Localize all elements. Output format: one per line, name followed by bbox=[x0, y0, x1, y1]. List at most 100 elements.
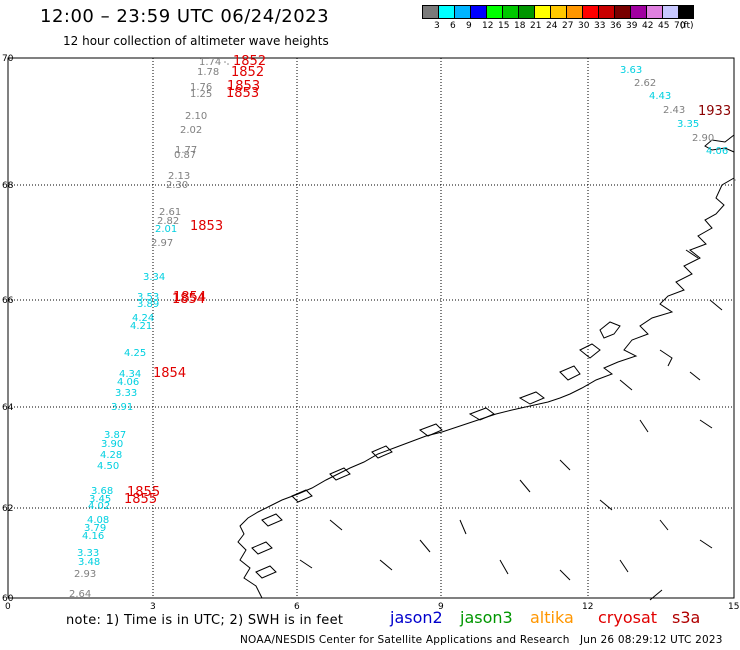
reading: 2.93 bbox=[74, 569, 96, 580]
color-legend bbox=[422, 5, 694, 19]
readings-gray: 1.74 1.78 1.76 1.25 2.10 2.02 1.77 0.87 … bbox=[69, 57, 714, 600]
reading: 4.21 bbox=[130, 321, 152, 332]
credit-text: NOAA/NESDIS Center for Satellite Applica… bbox=[240, 634, 570, 646]
x-tick-3: 3 bbox=[150, 602, 156, 612]
y-tick-66: 66 bbox=[2, 296, 14, 306]
legend-swatch bbox=[454, 5, 470, 19]
legend-label: 18 bbox=[514, 21, 526, 31]
legend-s3a: s3a bbox=[672, 608, 701, 627]
map-frame bbox=[7, 57, 735, 599]
time-label: 1852 bbox=[233, 54, 266, 69]
reading: 3.53 bbox=[137, 292, 159, 303]
norway-coastline bbox=[237, 134, 735, 601]
reading: 3.89 bbox=[137, 299, 159, 310]
reading: 3.87 bbox=[104, 430, 126, 441]
legend-swatch bbox=[678, 5, 694, 19]
reading: 1.77 bbox=[175, 145, 197, 156]
grid bbox=[8, 58, 734, 598]
reading: 2.13 bbox=[168, 171, 190, 182]
legend-swatch bbox=[518, 5, 534, 19]
reading: 2.10 bbox=[185, 111, 207, 122]
legend-swatch bbox=[598, 5, 614, 19]
legend-label: 21 bbox=[530, 21, 542, 31]
x-tick-12: 12 bbox=[582, 602, 593, 612]
legend-label: 42 bbox=[642, 21, 654, 31]
reading: 2.82 bbox=[157, 216, 179, 227]
time-label: 1853 bbox=[190, 219, 223, 234]
reading: 4.25 bbox=[124, 348, 146, 359]
x-tick-15: 15 bbox=[728, 602, 739, 612]
reading: 4.08 bbox=[87, 515, 109, 526]
y-tick-68: 68 bbox=[2, 181, 14, 191]
reading: 2.30 bbox=[166, 180, 188, 191]
legend-label: 12 bbox=[482, 21, 494, 31]
legend-label: 70 bbox=[674, 21, 686, 31]
legend-swatch bbox=[422, 5, 438, 19]
legend-swatch bbox=[614, 5, 630, 19]
legend-swatch bbox=[550, 5, 566, 19]
reading: 2.43 bbox=[663, 105, 685, 116]
reading: 3.91 bbox=[111, 402, 133, 413]
reading: 2.64 bbox=[69, 589, 91, 600]
legend-label: 36 bbox=[610, 21, 622, 31]
reading: 4.28 bbox=[100, 450, 122, 461]
time-label: 1855 bbox=[127, 485, 160, 500]
time-label: 1853 bbox=[227, 79, 260, 94]
y-tick-64: 64 bbox=[2, 403, 14, 413]
legend-jason3: jason3 bbox=[460, 608, 513, 627]
x-tick-6: 6 bbox=[294, 602, 300, 612]
reading: 1.76 bbox=[190, 82, 212, 93]
reading: 2.62 bbox=[634, 78, 656, 89]
track-dots bbox=[174, 61, 736, 303]
time-label: 1852 bbox=[231, 65, 264, 80]
readings-cyan: 2.01 3.34 3.53 3.89 4.24 4.21 4.25 4.34 … bbox=[77, 65, 728, 568]
reading: 4.24 bbox=[132, 313, 154, 324]
reading: 4.50 bbox=[97, 461, 119, 472]
x-tick-0: 0 bbox=[5, 602, 11, 612]
time-label: 1933 bbox=[698, 104, 731, 119]
legend-label: 39 bbox=[626, 21, 638, 31]
time-label: 1854 bbox=[153, 366, 186, 381]
reading: 2.97 bbox=[151, 238, 173, 249]
legend-swatch bbox=[630, 5, 646, 19]
reading: 2.90 bbox=[692, 133, 714, 144]
legend-label: 15 bbox=[498, 21, 510, 31]
legend-swatch bbox=[502, 5, 518, 19]
reading: 4.06 bbox=[117, 377, 139, 388]
legend-swatch bbox=[470, 5, 486, 19]
legend-swatch bbox=[582, 5, 598, 19]
reading: 1.74 bbox=[199, 57, 221, 68]
reading: 2.61 bbox=[159, 207, 181, 218]
legend-swatch bbox=[486, 5, 502, 19]
legend-swatch bbox=[662, 5, 678, 19]
time-label: 1853 bbox=[226, 86, 259, 101]
legend-swatch bbox=[646, 5, 662, 19]
reading: 3.90 bbox=[101, 439, 123, 450]
legend-jason2: jason2 bbox=[390, 608, 443, 627]
reading: 4.02 bbox=[88, 501, 110, 512]
axis-labels: 70 68 66 64 62 60 0 3 6 9 12 15 bbox=[2, 54, 739, 612]
x-tick-9: 9 bbox=[438, 602, 444, 612]
legend-altika: altika bbox=[530, 608, 574, 627]
times-darkred: 1933 bbox=[698, 104, 731, 119]
legend-label: 33 bbox=[594, 21, 606, 31]
legend-label: 3 bbox=[434, 21, 440, 31]
legend-label: 6 bbox=[450, 21, 456, 31]
reading: 3.68 bbox=[91, 486, 113, 497]
time-label: 1854 bbox=[173, 290, 206, 305]
times-red: 1852 1852 1853 1853 1853 1854 1854 1854 … bbox=[124, 54, 266, 507]
legend-label: (ft) bbox=[680, 21, 694, 31]
time-label: 1854 bbox=[172, 292, 205, 307]
legend-swatch bbox=[438, 5, 454, 19]
legend-swatch bbox=[534, 5, 550, 19]
legend-cryosat: cryosat bbox=[598, 608, 658, 627]
reading: 2.01 bbox=[155, 224, 177, 235]
legend-label: 45 bbox=[658, 21, 670, 31]
reading: 1.25 bbox=[190, 89, 212, 100]
y-tick-62: 62 bbox=[2, 504, 13, 514]
reading: 4.06 bbox=[706, 146, 728, 157]
legend-swatch bbox=[566, 5, 582, 19]
reading: 3.45 bbox=[89, 494, 111, 505]
time-label: 1855 bbox=[124, 492, 157, 507]
